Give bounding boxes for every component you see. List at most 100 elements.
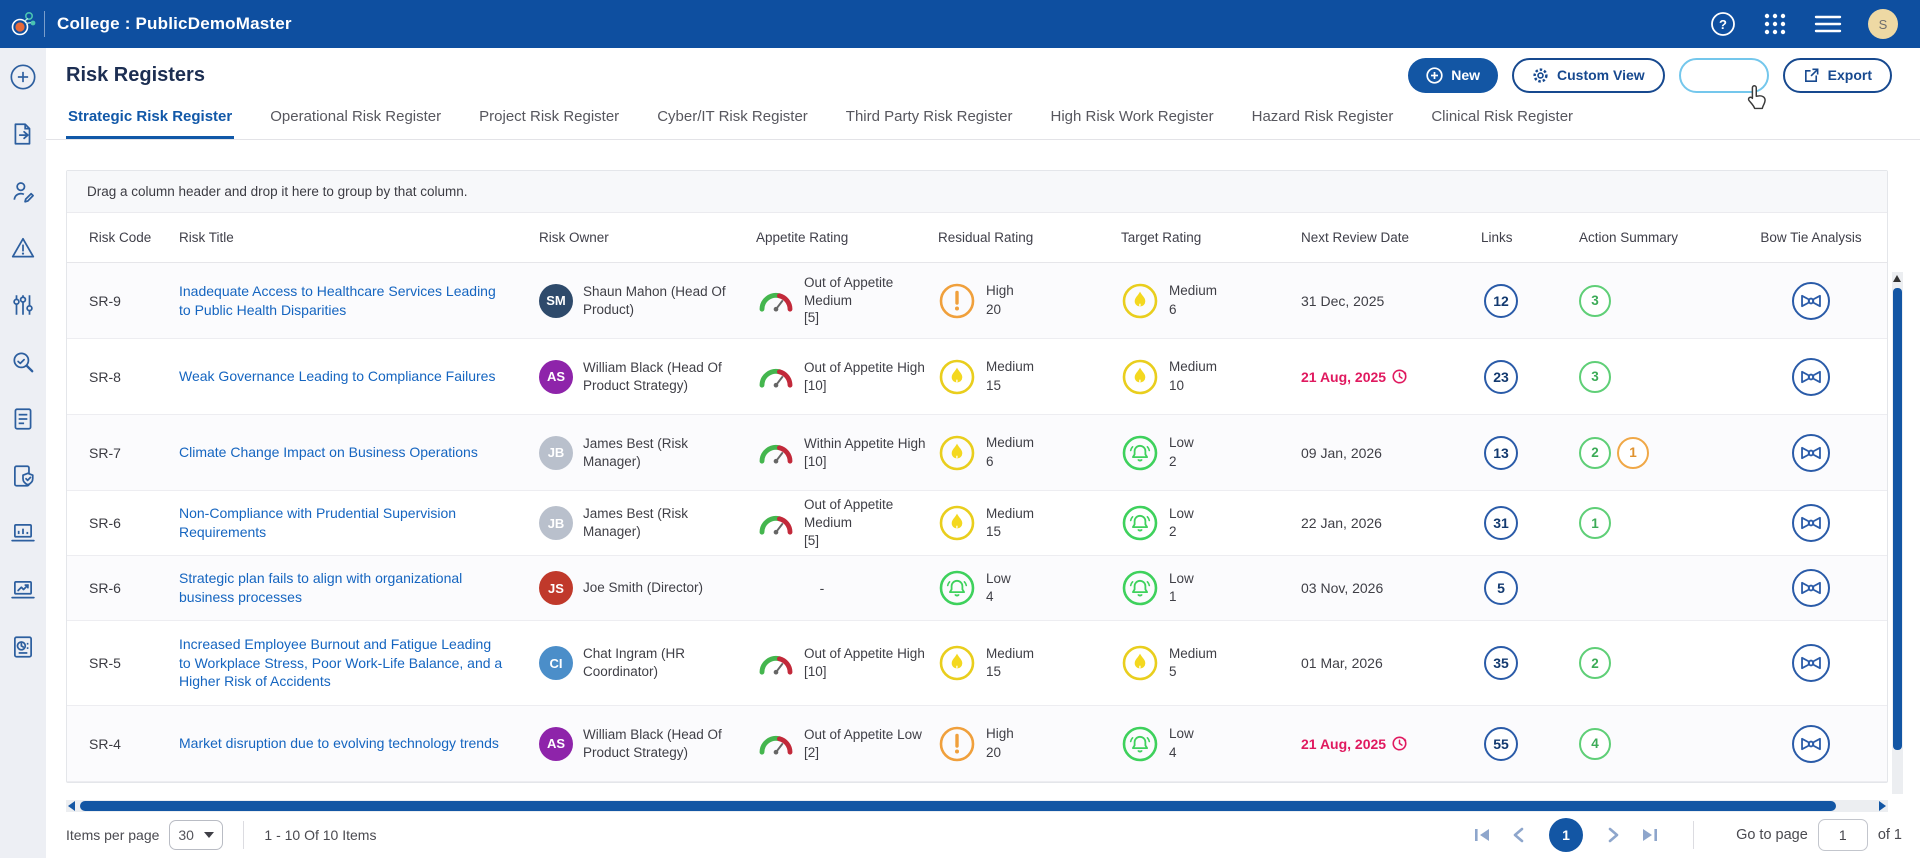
links-cell: 55	[1481, 726, 1579, 761]
new-button[interactable]: New	[1408, 57, 1498, 93]
column-header-action-summary[interactable]: Action Summary	[1579, 230, 1679, 245]
hovered-empty-button[interactable]	[1678, 57, 1769, 93]
action-count-badge-green[interactable]: 4	[1579, 727, 1611, 760]
sidebar-item-dashboard-laptop-icon[interactable]	[9, 519, 37, 547]
links-count-badge[interactable]: 31	[1484, 506, 1518, 540]
sidebar-item-risk-warning-icon[interactable]	[9, 234, 37, 262]
flame-icon	[1121, 358, 1159, 396]
bell-icon	[1121, 504, 1159, 542]
user-avatar[interactable]: S	[1868, 9, 1898, 39]
column-header-risk-owner[interactable]: Risk Owner	[539, 230, 609, 245]
sidebar-item-controls-sliders-icon[interactable]	[9, 291, 37, 319]
column-header-bow-tie-analysis[interactable]: Bow Tie Analysis	[1760, 230, 1862, 245]
plus-circle-icon	[1426, 66, 1443, 84]
sidebar-item-document-share-icon[interactable]	[9, 120, 37, 148]
export-button[interactable]: Export	[1782, 57, 1892, 93]
sidebar-item-audit-search-icon[interactable]	[9, 348, 37, 376]
column-header-risk-title[interactable]: Risk Title	[179, 230, 234, 245]
bowtie-icon[interactable]	[1792, 724, 1830, 763]
bowtie-icon[interactable]	[1792, 504, 1830, 542]
tab-clinical-risk-register[interactable]: Clinical Risk Register	[1431, 108, 1574, 125]
next-page-button[interactable]	[1601, 822, 1627, 848]
links-count-badge[interactable]: 35	[1484, 646, 1518, 680]
items-per-page-select[interactable]: 30	[169, 820, 224, 850]
column-header-risk-code[interactable]: Risk Code	[89, 230, 152, 245]
sidebar-item-performance-trend-icon[interactable]	[9, 576, 37, 604]
horizontal-scrollbar[interactable]	[66, 800, 1888, 812]
group-by-dropzone[interactable]: Drag a column header and drop it here to…	[67, 171, 1887, 213]
tab-strategic-risk-register[interactable]: Strategic Risk Register	[66, 108, 235, 139]
action-count-badge-green[interactable]: 2	[1579, 647, 1611, 679]
scroll-up-arrow[interactable]	[1893, 275, 1901, 282]
menu-icon[interactable]	[1814, 14, 1842, 34]
app-grid-icon[interactable]	[1762, 11, 1788, 37]
last-page-button[interactable]	[1637, 822, 1663, 848]
risk-table-panel: Drag a column header and drop it here to…	[66, 170, 1888, 783]
divider	[1693, 821, 1695, 849]
risk-title-link[interactable]: Inadequate Access to Healthcare Services…	[179, 282, 496, 318]
risk-title-cell: Weak Governance Leading to Compliance Fa…	[179, 367, 539, 386]
scroll-right-arrow[interactable]	[1879, 801, 1886, 811]
risk-title-link[interactable]: Climate Change Impact on Business Operat…	[179, 444, 478, 461]
appetite-rating-cell: Out of Appetite Medium [5]	[756, 496, 938, 549]
tab-hazard-risk-register[interactable]: Hazard Risk Register	[1251, 108, 1394, 125]
bowtie-analysis-cell	[1756, 357, 1866, 396]
column-header-next-review-date[interactable]: Next Review Date	[1301, 230, 1410, 245]
previous-page-button[interactable]	[1505, 822, 1531, 848]
risk-title-link[interactable]: Strategic plan fails to align with organ…	[179, 570, 463, 605]
action-count-badge-green[interactable]: 2	[1579, 436, 1611, 469]
current-page-badge[interactable]: 1	[1549, 818, 1584, 852]
tab-operational-risk-register[interactable]: Operational Risk Register	[270, 108, 442, 125]
column-header-links[interactable]: Links	[1481, 230, 1513, 245]
risk-title-link[interactable]: Increased Employee Burnout and Fatigue L…	[179, 635, 503, 690]
vertical-scrollbar[interactable]	[1892, 272, 1903, 794]
sidebar-item-document-register-icon[interactable]	[9, 405, 37, 433]
bowtie-icon[interactable]	[1792, 281, 1830, 320]
risk-title-link[interactable]: Weak Governance Leading to Compliance Fa…	[179, 368, 496, 385]
horizontal-scroll-thumb[interactable]	[80, 801, 1836, 811]
risk-title-link[interactable]: Market disruption due to evolving techno…	[179, 735, 499, 752]
app-logo[interactable]	[6, 9, 42, 39]
owner-avatar: AS	[539, 726, 573, 761]
bowtie-icon[interactable]	[1792, 357, 1830, 396]
bowtie-icon[interactable]	[1792, 433, 1830, 472]
tab-project-risk-register[interactable]: Project Risk Register	[479, 108, 620, 125]
links-count-badge[interactable]: 5	[1484, 571, 1518, 605]
sidebar-item-report-clock-icon[interactable]	[9, 633, 37, 661]
links-count-badge[interactable]: 23	[1484, 359, 1518, 394]
scroll-left-arrow[interactable]	[68, 801, 75, 811]
workspace-title: College : PublicDemoMaster	[57, 14, 292, 33]
sidebar-item-compliance-shield-icon[interactable]	[9, 462, 37, 490]
vertical-scroll-thumb[interactable]	[1893, 288, 1902, 750]
tab-cyber-it-risk-register[interactable]: Cyber/IT Risk Register	[657, 108, 808, 125]
next-review-date-cell: 22 Jan, 2026	[1301, 515, 1481, 531]
custom-view-button[interactable]: Custom View	[1512, 57, 1665, 93]
owner-name: Chat Ingram (HR Coordinator)	[583, 646, 686, 679]
column-header-residual-rating[interactable]: Residual Rating	[938, 230, 1034, 245]
table-row: SR-6 Non-Compliance with Prudential Supe…	[67, 491, 1887, 556]
action-count-badge-green[interactable]: 3	[1579, 284, 1611, 317]
sidebar-item-add-icon[interactable]	[9, 63, 37, 91]
links-cell: 31	[1481, 506, 1579, 540]
help-icon[interactable]: ?	[1710, 11, 1736, 37]
sidebar-item-user-edit-icon[interactable]	[9, 177, 37, 205]
bell-icon	[1121, 434, 1159, 472]
action-count-badge-green[interactable]: 1	[1579, 507, 1611, 539]
tab-third-party-risk-register[interactable]: Third Party Risk Register	[845, 108, 1013, 125]
goto-page-input[interactable]	[1817, 819, 1868, 851]
flame-icon	[938, 644, 976, 682]
first-page-button[interactable]	[1469, 822, 1495, 848]
action-count-badge-green[interactable]: 3	[1579, 360, 1611, 393]
action-count-badge-orange[interactable]: 1	[1617, 436, 1649, 469]
column-header-target-rating[interactable]: Target Rating	[1121, 230, 1202, 245]
bowtie-icon[interactable]	[1792, 644, 1830, 682]
links-count-badge[interactable]: 13	[1484, 435, 1518, 470]
links-count-badge[interactable]: 12	[1484, 283, 1518, 318]
risk-code-cell: SR-7	[89, 445, 179, 461]
bowtie-icon[interactable]	[1792, 569, 1830, 607]
tab-high-risk-work-register[interactable]: High Risk Work Register	[1050, 108, 1214, 125]
risk-title-link[interactable]: Non-Compliance with Prudential Supervisi…	[179, 505, 457, 540]
column-header-appetite-rating[interactable]: Appetite Rating	[756, 230, 849, 245]
bell-icon	[938, 569, 976, 607]
links-count-badge[interactable]: 55	[1484, 726, 1518, 761]
